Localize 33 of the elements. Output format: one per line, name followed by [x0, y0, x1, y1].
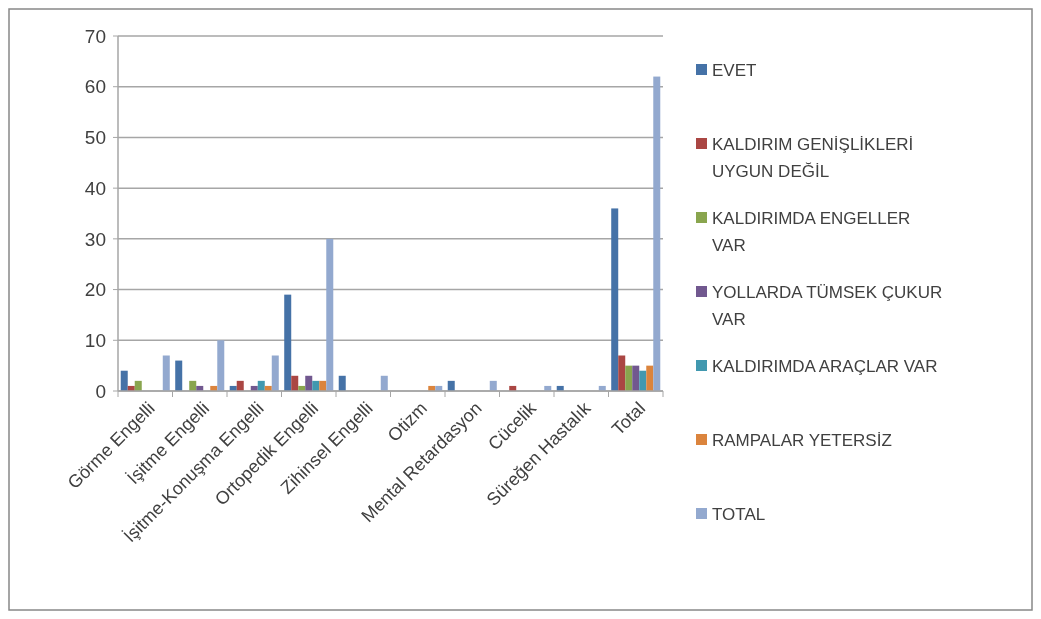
legend-label: KALDIRIM GENİŞLİKLERİ UYGUN DEĞİL: [712, 134, 914, 182]
bar: [653, 76, 661, 391]
legend-label: RAMPALAR YETERSİZ: [712, 430, 892, 450]
y-tick-label: 30: [84, 228, 106, 250]
bar: [120, 370, 128, 391]
bar: [162, 355, 170, 391]
y-tick-label: 0: [95, 380, 106, 402]
bar: [639, 370, 647, 391]
bar: [338, 375, 346, 391]
legend-label: YOLLARDA TÜMSEK ÇUKUR VAR: [712, 282, 943, 330]
y-tick-label: 70: [84, 25, 106, 47]
bar: [632, 365, 640, 391]
bar: [618, 355, 626, 391]
bar: [326, 238, 334, 391]
bar: [271, 355, 279, 391]
y-tick-label: 60: [84, 76, 106, 98]
legend-label: KALDIRIMDA ARAÇLAR VAR: [712, 356, 938, 376]
y-tick-label: 20: [84, 279, 106, 301]
bar: [284, 294, 292, 391]
bar: [611, 208, 619, 391]
bar: [175, 360, 183, 391]
bar: [217, 340, 225, 391]
bar: [291, 375, 299, 391]
bar: [646, 365, 654, 391]
bar: [305, 375, 313, 391]
y-tick-label: 40: [84, 177, 106, 199]
bar: [625, 365, 633, 391]
bar: [380, 375, 388, 391]
legend-label: KALDIRIMDA ENGELLER VAR: [712, 208, 911, 256]
legend-label: EVET: [712, 60, 757, 80]
legend-label: TOTAL: [712, 504, 766, 524]
y-tick-label: 50: [84, 127, 106, 149]
y-tick-label: 10: [84, 329, 106, 351]
